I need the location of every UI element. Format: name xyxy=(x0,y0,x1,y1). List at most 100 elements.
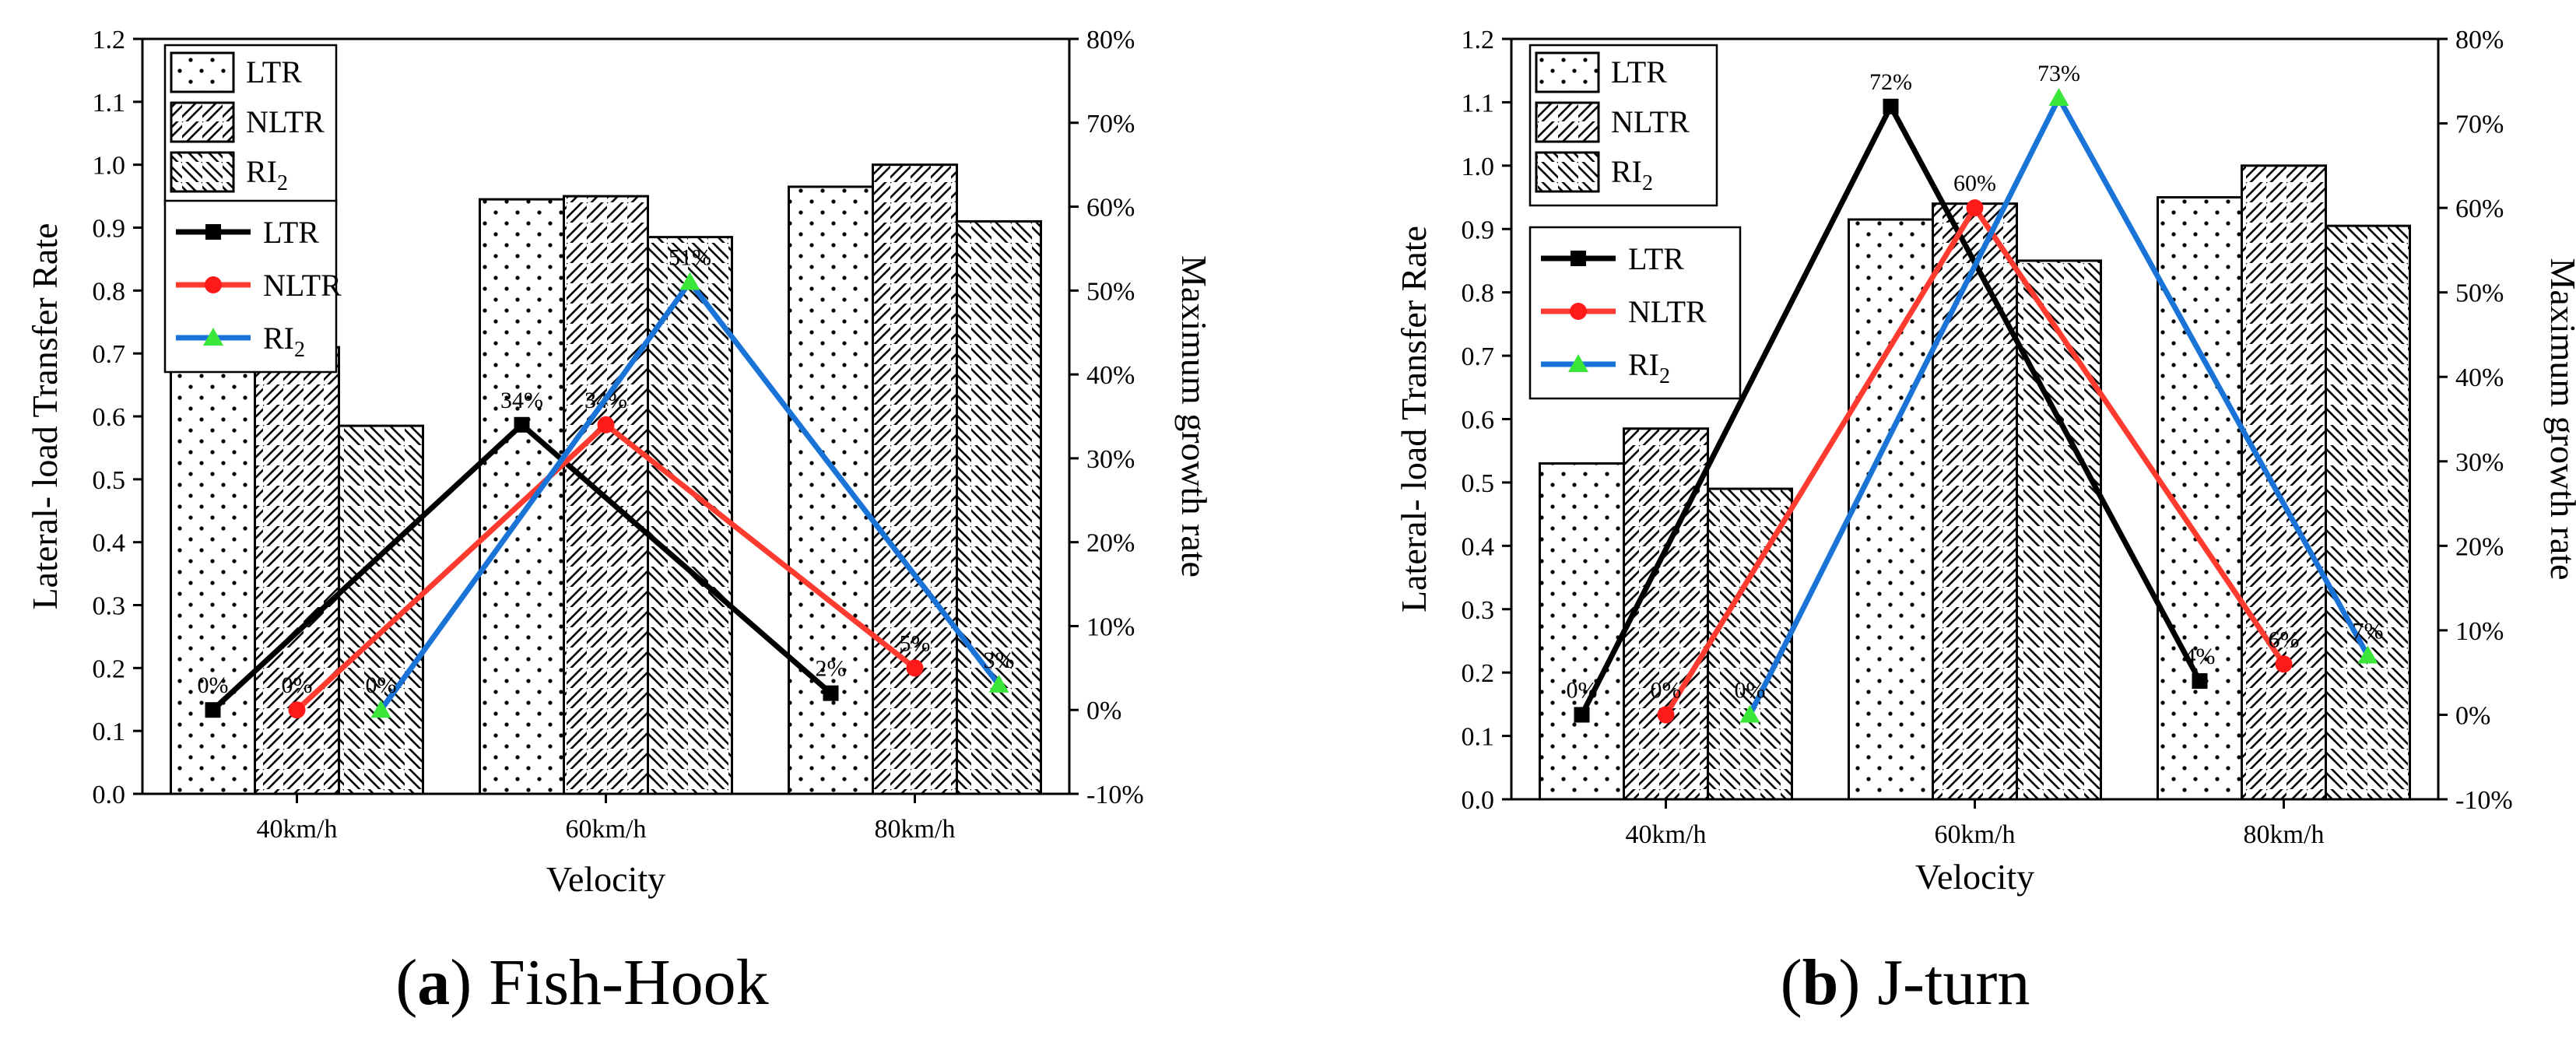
bar-nltr xyxy=(1932,202,2018,801)
y2-tick-label: 40% xyxy=(2455,363,2504,392)
y-tick-label: 0.0 xyxy=(93,781,126,809)
legend-label: LTR xyxy=(263,215,319,250)
marker-square xyxy=(2192,673,2208,690)
legend-label-subscript: 2 xyxy=(1642,171,1653,195)
y-tick-label: 0.6 xyxy=(93,403,126,432)
y-tick-label: 0.5 xyxy=(93,466,126,495)
y2-tick-label: 30% xyxy=(2455,448,2504,477)
bar-ri xyxy=(956,219,1042,795)
marker-circle xyxy=(1657,706,1675,724)
y-tick-label: 0.9 xyxy=(93,215,126,244)
plot-frame xyxy=(141,37,1071,795)
bar-ri xyxy=(338,424,424,795)
legend-label: LTR xyxy=(246,54,302,90)
caption-letter: a xyxy=(417,946,450,1019)
bar-ri xyxy=(2016,259,2102,801)
legend-label: LTR xyxy=(1628,241,1684,276)
caption-letter: b xyxy=(1802,946,1839,1019)
bar-nltr xyxy=(872,163,958,795)
data-label: 73% xyxy=(2037,61,2080,86)
legend-label: NLTR xyxy=(263,268,342,303)
bar-nltr xyxy=(1623,427,1709,801)
chart-panel-a: 0%34%2%0%34%5%0%51%3% 0.00.10.20.30.40.5… xyxy=(25,26,1214,1019)
x-axis-label: Velocity xyxy=(1915,857,2034,897)
x-tick-label: 60km/h xyxy=(566,815,647,844)
bar-ltr xyxy=(479,198,565,795)
data-label: 6% xyxy=(2269,627,2300,652)
y-tick-label: 0.3 xyxy=(93,592,126,621)
x-tick-label: 80km/h xyxy=(2244,820,2325,849)
y-tick-label: 0.1 xyxy=(93,718,126,746)
legend-label-subscript: 2 xyxy=(277,171,288,195)
data-label: 0% xyxy=(366,672,397,698)
bar-ri xyxy=(2325,224,2411,801)
x-tick-label: 40km/h xyxy=(1626,820,1707,849)
legend-label: LTR xyxy=(1611,54,1667,90)
y2-tick-label: 50% xyxy=(1086,277,1135,306)
legend-label-subscript: 2 xyxy=(1659,364,1670,388)
legend-swatch-ltr xyxy=(1535,51,1600,93)
y-tick-label: 0.1 xyxy=(1462,723,1495,752)
y-tick-label: 1.0 xyxy=(93,152,126,181)
y2-tick-label: 10% xyxy=(2455,617,2504,646)
plot-frame xyxy=(1510,37,2440,801)
marker-circle xyxy=(597,416,615,433)
legend-swatch-nltr xyxy=(1535,101,1600,143)
marker-circle xyxy=(288,701,306,719)
caption: (a) Fish-Hook xyxy=(395,946,768,1019)
data-label: 60% xyxy=(1953,170,1996,196)
y2-tick-label: 80% xyxy=(1086,26,1135,54)
y2-tick-label: 30% xyxy=(1086,445,1135,474)
y2-tick-label: 0% xyxy=(2455,701,2490,730)
y-tick-label: 1.1 xyxy=(1462,89,1495,118)
marker-square xyxy=(514,416,530,433)
data-label: 51% xyxy=(669,245,711,271)
y2-tick-label: 80% xyxy=(2455,26,2504,54)
marker-triangle xyxy=(2357,645,2378,664)
y-tick-label: 0.0 xyxy=(1462,786,1495,815)
y-tick-label: 0.6 xyxy=(1462,406,1495,435)
x-tick-label: 80km/h xyxy=(875,815,956,844)
marker-triangle xyxy=(370,700,391,718)
y-axis-label: Lateral- load Transfer Rate xyxy=(25,223,65,610)
marker-triangle xyxy=(2048,87,2069,106)
data-label: 5% xyxy=(900,630,931,656)
marker-triangle xyxy=(988,674,1009,693)
y-axis-label: Lateral- load Transfer Rate xyxy=(1394,226,1434,613)
y-tick-label: 0.4 xyxy=(93,529,126,558)
data-label: 0% xyxy=(1567,677,1598,703)
y-tick-label: 0.5 xyxy=(1462,469,1495,498)
y2-tick-label: 70% xyxy=(2455,111,2504,139)
legend-marker-circle xyxy=(205,276,222,293)
y2-tick-label: 0% xyxy=(1086,697,1121,725)
bar-ltr xyxy=(1539,462,1625,801)
y2-tick-label: 60% xyxy=(2455,195,2504,223)
data-label: 0% xyxy=(1651,677,1682,703)
bar-ltr xyxy=(1848,218,1934,801)
y-tick-label: 0.9 xyxy=(1462,216,1495,244)
legend-marker-square xyxy=(205,224,221,240)
y-tick-label: 0.3 xyxy=(1462,596,1495,625)
y-tick-label: 1.1 xyxy=(93,89,126,118)
y2-axis-label: Maximum growth rate xyxy=(1174,255,1214,577)
marker-square xyxy=(823,685,839,701)
y-tick-label: 0.8 xyxy=(1462,279,1495,308)
y2-tick-label: 10% xyxy=(1086,613,1135,641)
data-label: 7% xyxy=(2353,618,2384,644)
legend-swatch-nltr xyxy=(170,101,235,143)
data-label: 3% xyxy=(984,648,1015,673)
bar-nltr xyxy=(254,346,340,795)
legend-label: NLTR xyxy=(1628,294,1707,329)
marker-square xyxy=(1574,707,1590,723)
legend-swatch-ltr xyxy=(170,51,235,93)
x-axis-label: Velocity xyxy=(546,859,665,899)
y-tick-label: 0.7 xyxy=(1462,342,1495,371)
legend-marker-triangle xyxy=(1568,354,1588,372)
y2-tick-label: -10% xyxy=(2455,786,2513,815)
bar-ltr xyxy=(788,185,874,795)
data-label: 34% xyxy=(500,388,543,413)
